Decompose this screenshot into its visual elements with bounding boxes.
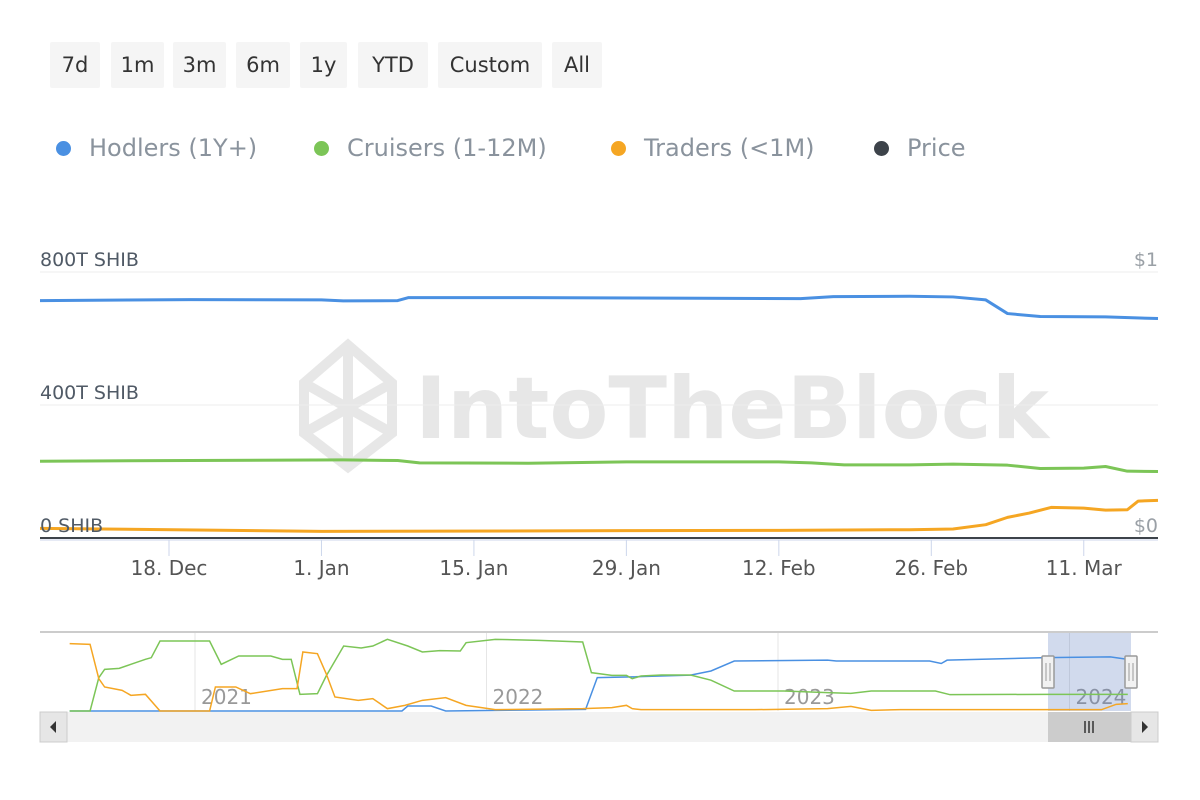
legend-dot-icon — [611, 140, 626, 156]
navigator-year-label: 2023 — [784, 685, 835, 709]
navigator-selection[interactable] — [1048, 633, 1131, 711]
range-button-custom[interactable]: Custom — [438, 42, 542, 88]
y-tick-label: 0 SHIB — [40, 515, 103, 537]
x-tick-label: 12. Feb — [742, 556, 816, 580]
series-line-hodlers — [39, 294, 1159, 321]
arrow-right-icon — [1142, 721, 1148, 733]
arrow-left-icon — [50, 721, 56, 733]
range-button-6m[interactable]: 6m — [236, 42, 290, 88]
navigator-handle-right[interactable] — [1124, 655, 1138, 689]
legend-item-2[interactable]: Traders (<1M) — [611, 134, 815, 162]
navigator-series-traders — [69, 642, 1128, 712]
navigator-series-cruisers — [69, 638, 1128, 712]
series-line-traders — [39, 498, 1159, 533]
navigator-handle-left[interactable] — [1041, 655, 1055, 689]
range-button-7d[interactable]: 7d — [50, 42, 100, 88]
y-tick-label: 400T SHIB — [40, 382, 139, 404]
y-right-tick-label: $1 — [1134, 249, 1158, 271]
navigator-year-label: 2022 — [493, 685, 544, 709]
legend-dot-icon — [874, 140, 889, 156]
watermark-logo: IntoTheBlock — [299, 338, 1051, 474]
navigator-year-label: 2024 — [1076, 685, 1127, 709]
scrollbar-track[interactable] — [40, 712, 1158, 742]
x-tick-label: 1. Jan — [293, 556, 349, 580]
series-line-cruisers — [39, 458, 1159, 473]
navigator-series-hodlers — [69, 656, 1128, 712]
legend-dot-icon — [56, 140, 71, 156]
navigator-year-label: 2021 — [201, 685, 252, 709]
x-tick-label: 11. Mar — [1046, 556, 1123, 580]
legend-label: Hodlers (1Y+) — [89, 134, 258, 162]
x-tick-label: 18. Dec — [131, 556, 208, 580]
x-tick-label: 15. Jan — [439, 556, 508, 580]
legend-label: Cruisers (1-12M) — [347, 134, 547, 162]
scroll-left-button[interactable] — [39, 711, 68, 743]
range-button-all[interactable]: All — [552, 42, 602, 88]
range-button-3m[interactable]: 3m — [173, 42, 226, 88]
legend-item-3[interactable]: Price — [874, 134, 966, 162]
watermark-text: IntoTheBlock — [415, 359, 1051, 459]
legend-label: Price — [907, 134, 966, 162]
legend-label: Traders (<1M) — [644, 134, 815, 162]
legend-item-0[interactable]: Hodlers (1Y+) — [56, 134, 257, 162]
range-button-ytd[interactable]: YTD — [358, 42, 428, 88]
y-tick-label: 800T SHIB — [40, 249, 139, 271]
y-right-tick-label: $0 — [1134, 515, 1158, 537]
legend-dot-icon — [314, 140, 329, 156]
range-button-1y[interactable]: 1y — [300, 42, 347, 88]
range-button-1m[interactable]: 1m — [111, 42, 164, 88]
scrollbar-thumb[interactable] — [1048, 712, 1131, 742]
scroll-right-button[interactable] — [1130, 711, 1159, 743]
legend-item-1[interactable]: Cruisers (1-12M) — [314, 134, 547, 162]
x-tick-label: 26. Feb — [895, 556, 969, 580]
x-tick-label: 29. Jan — [592, 556, 661, 580]
